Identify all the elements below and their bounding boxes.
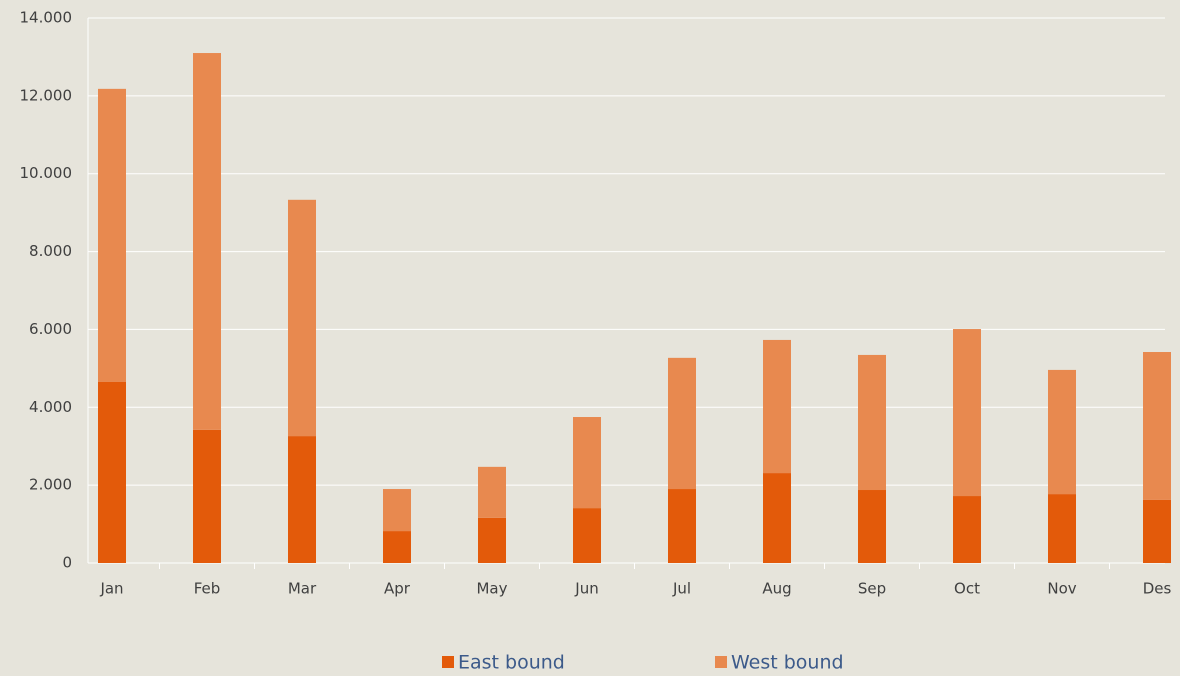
legend-text: East bound [458, 652, 565, 674]
bar-segment [763, 339, 791, 474]
y-tick-label: 14.000 [20, 9, 73, 27]
y-tick-label: 6.000 [29, 320, 72, 338]
y-tick-label: 12.000 [20, 86, 73, 104]
bar-segment [953, 329, 981, 497]
legend-swatch [715, 656, 727, 668]
bar-segment [193, 53, 221, 430]
y-tick-label: 8.000 [29, 242, 72, 260]
bar-segment [383, 489, 411, 532]
x-tick-label: Aug [762, 580, 791, 598]
bar-segment [193, 429, 221, 563]
x-tick-label: Oct [954, 580, 980, 598]
bar-segment [1143, 352, 1171, 500]
bar-segment [858, 490, 886, 563]
bar-segment [573, 508, 601, 563]
bar-segment [478, 517, 506, 563]
bar-segment [1143, 499, 1171, 563]
bar-segment [288, 436, 316, 563]
bar-segment [668, 489, 696, 563]
bar-segment [478, 466, 506, 518]
y-tick-label: 10.000 [20, 164, 73, 182]
x-tick-label: May [476, 580, 507, 598]
x-tick-label: Jun [574, 580, 598, 598]
legend-text: West bound [731, 652, 844, 674]
bar-segment [668, 357, 696, 490]
x-tick-label: Apr [384, 580, 411, 598]
x-tick-label: Sep [858, 580, 886, 598]
bar-segment [98, 88, 126, 382]
bar-segment [763, 473, 791, 563]
y-tick-label: 0 [62, 554, 72, 572]
bar-segment [573, 417, 601, 509]
legend-swatch [442, 656, 454, 668]
x-tick-label: Des [1143, 580, 1172, 598]
y-tick-label: 2.000 [29, 476, 72, 494]
x-tick-label: Mar [288, 580, 317, 598]
bar-segment [383, 531, 411, 563]
x-tick-label: Jan [99, 580, 123, 598]
bar-segment [288, 199, 316, 437]
x-tick-label: Jul [672, 580, 691, 598]
x-tick-label: Feb [194, 580, 221, 598]
bar-segment [1048, 494, 1076, 563]
bar-segment [858, 354, 886, 491]
x-tick-label: Nov [1047, 580, 1076, 598]
bar-segment [98, 381, 126, 563]
bar-segment [953, 496, 981, 563]
y-tick-label: 4.000 [29, 398, 72, 416]
bar-segment [1048, 369, 1076, 495]
